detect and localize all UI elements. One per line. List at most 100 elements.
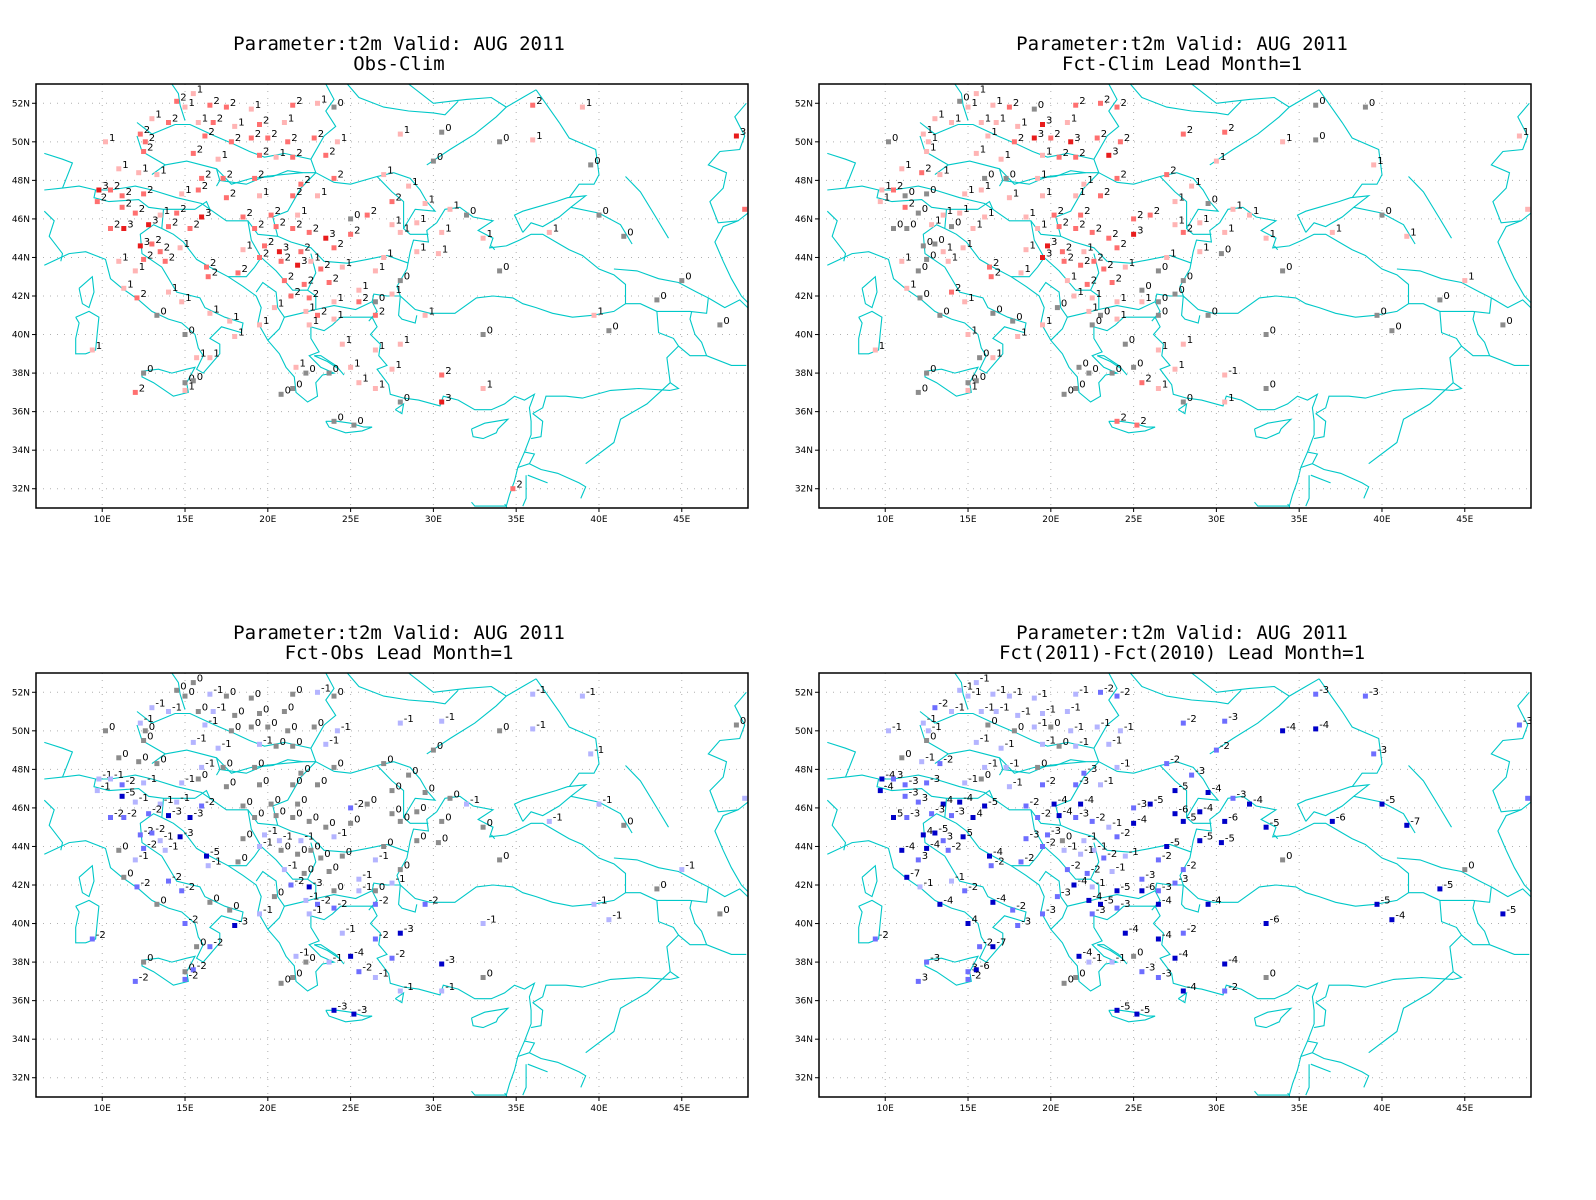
- station-square: [1073, 743, 1079, 749]
- station-square: [1172, 222, 1178, 228]
- station-square: [1131, 805, 1137, 811]
- station-marker: -5: [1172, 782, 1189, 794]
- station-value: 1: [442, 245, 448, 256]
- station-value: 2: [1084, 256, 1090, 267]
- station-marker: 2: [199, 169, 211, 181]
- station-marker: 2: [1180, 125, 1193, 137]
- station-square: [1180, 867, 1186, 873]
- station-value: 0: [379, 293, 385, 304]
- station-value: 0: [897, 220, 903, 231]
- station-square: [679, 278, 685, 284]
- station-marker: 1: [1086, 302, 1099, 314]
- station-marker: 0: [932, 235, 945, 247]
- station-square: [1023, 803, 1029, 809]
- country-border: [527, 1063, 548, 1073]
- station-marker: -2: [166, 872, 182, 884]
- y-tick-label: 46N: [795, 215, 813, 225]
- country-border: [707, 102, 747, 224]
- country-border: [585, 971, 671, 1054]
- country-border: [944, 209, 948, 229]
- station-value: 0: [202, 703, 208, 714]
- country-border: [977, 789, 994, 799]
- station-value: 0: [1016, 312, 1022, 323]
- station-marker: -3: [351, 1005, 367, 1017]
- y-tick-label: 40N: [795, 331, 813, 341]
- station-square: [205, 274, 211, 280]
- station-square: [137, 243, 143, 249]
- station-marker: 1: [121, 279, 134, 291]
- station-square: [1015, 334, 1021, 339]
- station-value: -2: [1104, 683, 1114, 694]
- station-value: -3: [1121, 899, 1131, 910]
- station-square: [1071, 293, 1077, 299]
- station-marker: 2: [919, 164, 932, 176]
- station-square: [1230, 795, 1236, 801]
- station-square: [899, 847, 905, 853]
- station-marker: 0: [194, 938, 206, 950]
- coastline: [1177, 402, 1188, 415]
- station-square: [323, 824, 329, 830]
- country-border: [376, 176, 405, 229]
- station-marker: 1: [973, 85, 986, 97]
- station-value: 1: [1000, 114, 1006, 125]
- station-value: 1: [122, 252, 128, 263]
- station-value: 1: [884, 193, 890, 204]
- station-marker: -1: [530, 685, 546, 697]
- station-square: [1371, 162, 1377, 168]
- station-square: [271, 305, 277, 311]
- station-marker: 1: [406, 177, 418, 189]
- station-square: [1131, 364, 1137, 370]
- station-value: 2: [247, 208, 253, 219]
- station-marker: 1: [990, 349, 1003, 361]
- station-square: [202, 722, 208, 728]
- station-value: 3: [144, 237, 150, 248]
- panel-title-line1: Parameter:t2m Valid: AUG 2011: [1016, 622, 1348, 644]
- station-marker: 3: [1040, 116, 1052, 127]
- station-marker: 1: [348, 358, 360, 370]
- station-marker: 0: [1035, 758, 1047, 770]
- station-value: 0: [288, 703, 294, 714]
- country-border: [219, 172, 303, 185]
- station-value: -1: [924, 878, 934, 889]
- station-square: [141, 256, 147, 262]
- station-value: 1: [247, 241, 253, 252]
- station-marker: 1: [397, 335, 410, 347]
- station-square: [1003, 175, 1009, 181]
- station-square: [1098, 901, 1103, 907]
- station-square: [987, 264, 992, 270]
- station-square: [1164, 172, 1170, 178]
- station-square: [1003, 764, 1009, 770]
- station-marker: -3: [1045, 826, 1061, 838]
- station-value: 1: [255, 100, 261, 111]
- station-marker: 0: [1010, 312, 1023, 324]
- station-marker: 1: [248, 100, 261, 112]
- station-value: 0: [1187, 393, 1193, 404]
- station-square: [497, 139, 503, 145]
- station-marker: 1: [195, 114, 208, 125]
- country-border: [1318, 678, 1383, 788]
- station-square: [228, 728, 234, 734]
- coastline: [1253, 1007, 1293, 1029]
- station-marker: -3: [1023, 830, 1039, 842]
- station-marker: -4: [1222, 955, 1238, 967]
- station-marker: -2: [1040, 776, 1056, 788]
- station-value: -2: [185, 882, 195, 893]
- station-square: [1205, 901, 1211, 907]
- station-value: -5: [1179, 782, 1189, 793]
- station-value: 1: [1041, 169, 1047, 180]
- station-value: 1: [185, 293, 191, 304]
- station-marker: -1: [293, 947, 309, 959]
- station-marker: 1: [339, 335, 352, 347]
- station-value: 2: [536, 96, 542, 107]
- station-square: [1018, 270, 1024, 276]
- station-marker: -1: [397, 982, 414, 994]
- station-value: 0: [983, 349, 989, 360]
- station-value: 1: [1187, 335, 1193, 346]
- station-square: [596, 212, 602, 218]
- station-marker: 1: [899, 160, 912, 172]
- station-square: [348, 364, 354, 370]
- station-marker: 1: [103, 133, 115, 145]
- station-value: 0: [338, 882, 344, 893]
- station-square: [136, 170, 142, 176]
- station-square: [1404, 233, 1410, 239]
